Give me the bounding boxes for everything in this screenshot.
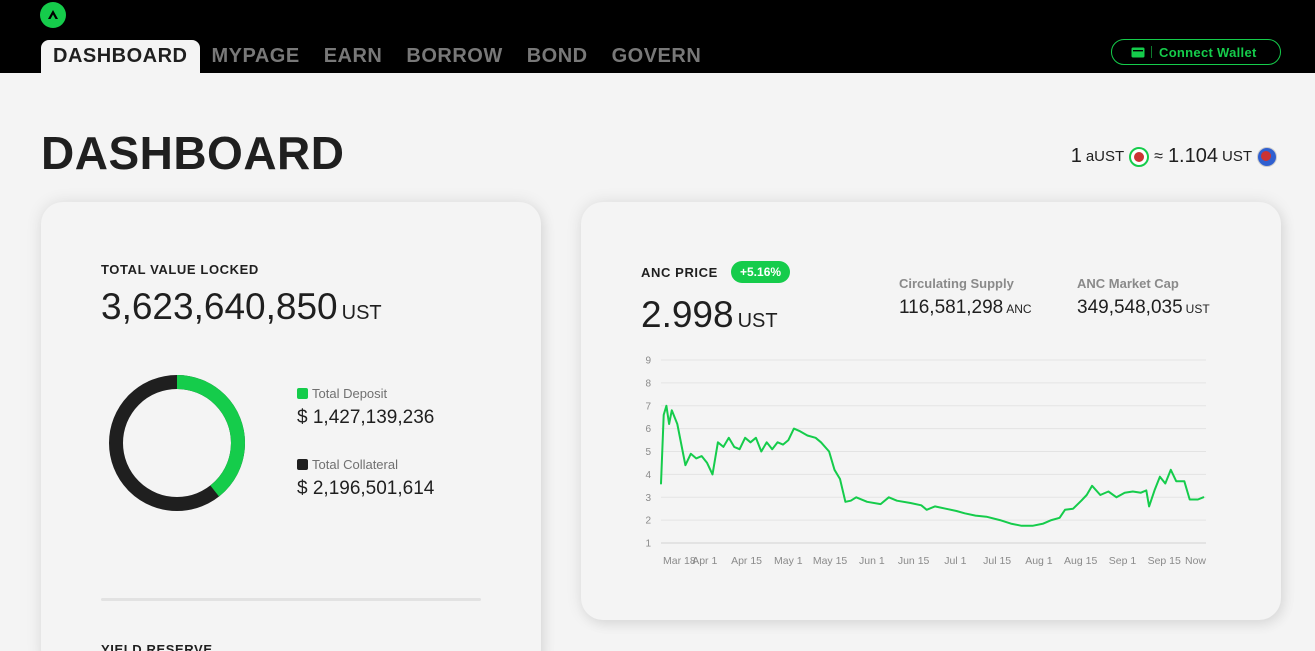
nav-tab-earn[interactable]: EARN xyxy=(323,45,383,67)
x-tick-label: May 15 xyxy=(813,555,848,567)
anc-price-amount: 2.998 xyxy=(641,294,734,335)
connect-wallet-button[interactable]: Connect Wallet xyxy=(1111,39,1281,65)
nav-tab-bond[interactable]: BOND xyxy=(526,45,588,67)
tvl-donut-chart xyxy=(109,375,245,511)
connect-wallet-label: Connect Wallet xyxy=(1159,44,1257,60)
x-tick-label: Jul 1 xyxy=(944,555,966,567)
rate-approx: ≈ xyxy=(1154,147,1163,165)
yield-reserve-label: YIELD RESERVE xyxy=(101,642,213,651)
y-tick-label: 2 xyxy=(645,516,651,527)
x-tick-label: Mar 18 xyxy=(663,555,696,567)
x-tick-label: Apr 15 xyxy=(731,555,762,567)
aust-exchange-rate: 1 aUST ≈ 1.104 UST xyxy=(1071,145,1282,168)
tvl-value: 3,623,640,850 UST xyxy=(101,286,382,328)
x-tick-label: May 1 xyxy=(774,555,803,567)
mcap-unit: UST xyxy=(1185,302,1210,316)
tvl-label: TOTAL VALUE LOCKED xyxy=(101,262,259,277)
deposit-arc xyxy=(109,375,245,511)
anchor-logo-icon[interactable] xyxy=(40,2,66,28)
rate-lhs-amount: 1 xyxy=(1070,145,1082,167)
y-tick-label: 3 xyxy=(645,493,651,504)
collateral-label: Total Collateral xyxy=(312,457,398,472)
y-tick-label: 4 xyxy=(645,470,651,481)
anc-price-card: ANC PRICE +5.16% 2.998 UST Circulating Su… xyxy=(581,202,1281,620)
anc-price-unit: UST xyxy=(737,310,778,332)
rate-rhs-unit: UST xyxy=(1222,148,1252,165)
deposit-label: Total Deposit xyxy=(312,386,388,401)
y-tick-label: 1 xyxy=(645,539,651,550)
x-tick-label: Jul 15 xyxy=(983,555,1011,567)
page-title: DASHBOARD xyxy=(41,127,345,179)
card-divider xyxy=(101,598,481,601)
nav-tab-dashboard[interactable]: DASHBOARD xyxy=(41,40,200,73)
market-cap-stat: ANC Market Cap 349,548,035 UST xyxy=(1077,276,1210,319)
mcap-value: 349,548,035 UST xyxy=(1077,297,1210,319)
x-tick-label: Now xyxy=(1185,555,1206,567)
anc-price-value: 2.998 UST xyxy=(641,294,778,336)
circulating-supply-stat: Circulating Supply 116,581,298 ANC xyxy=(899,276,1032,319)
aust-token-icon xyxy=(1129,146,1150,167)
mcap-amount: 349,548,035 xyxy=(1077,297,1183,318)
mcap-label: ANC Market Cap xyxy=(1077,276,1179,291)
collateral-value: $ 2,196,501,614 xyxy=(297,478,435,499)
collateral-swatch xyxy=(297,459,308,470)
rate-rhs-amount: 1.104 xyxy=(1167,145,1218,167)
y-tick-label: 5 xyxy=(645,447,651,458)
x-tick-label: Sep 15 xyxy=(1148,555,1181,567)
tvl-unit: UST xyxy=(341,302,382,324)
y-tick-label: 7 xyxy=(645,401,651,412)
deposit-value: $ 1,427,139,236 xyxy=(297,407,435,428)
x-tick-label: Jun 1 xyxy=(859,555,885,567)
x-tick-label: Apr 1 xyxy=(692,555,717,567)
y-tick-label: 8 xyxy=(645,378,651,389)
legend-total-deposit: Total Deposit $ 1,427,139,236 xyxy=(297,386,434,429)
top-bar: DASHBOARD MYPAGE EARN BORROW BOND GOVERN… xyxy=(0,0,1315,73)
x-tick-label: Sep 1 xyxy=(1109,555,1137,567)
nav-tab-borrow[interactable]: BORROW xyxy=(406,45,503,67)
anchor-logo-glyph xyxy=(48,10,58,19)
tvl-card: TOTAL VALUE LOCKED 3,623,640,850 UST Tota… xyxy=(41,202,541,651)
ust-token-icon xyxy=(1257,146,1277,167)
anc-price-label: ANC PRICE xyxy=(641,265,718,280)
supply-amount: 116,581,298 xyxy=(899,297,1004,318)
main-nav: DASHBOARD MYPAGE EARN BORROW BOND GOVERN xyxy=(41,40,713,73)
price-line xyxy=(660,404,1205,527)
tvl-amount: 3,623,640,850 xyxy=(101,286,338,327)
x-tick-label: Aug 15 xyxy=(1064,555,1097,567)
deposit-swatch xyxy=(297,388,308,399)
supply-label: Circulating Supply xyxy=(899,276,1014,291)
rate-lhs-unit: aUST xyxy=(1085,148,1125,165)
supply-value: 116,581,298 ANC xyxy=(899,297,1032,319)
nav-tab-mypage[interactable]: MYPAGE xyxy=(211,45,300,67)
connect-separator xyxy=(1151,46,1152,58)
price-change-badge: +5.16% xyxy=(731,261,791,283)
y-tick-label: 9 xyxy=(645,356,651,367)
legend-total-collateral: Total Collateral $ 2,196,501,614 xyxy=(297,457,434,500)
y-tick-label: 6 xyxy=(645,424,651,435)
x-tick-label: Aug 1 xyxy=(1025,555,1053,567)
nav-tab-govern[interactable]: GOVERN xyxy=(611,45,702,67)
supply-unit: ANC xyxy=(1006,302,1032,316)
wallet-icon xyxy=(1131,47,1145,57)
x-tick-label: Jun 15 xyxy=(898,555,930,567)
